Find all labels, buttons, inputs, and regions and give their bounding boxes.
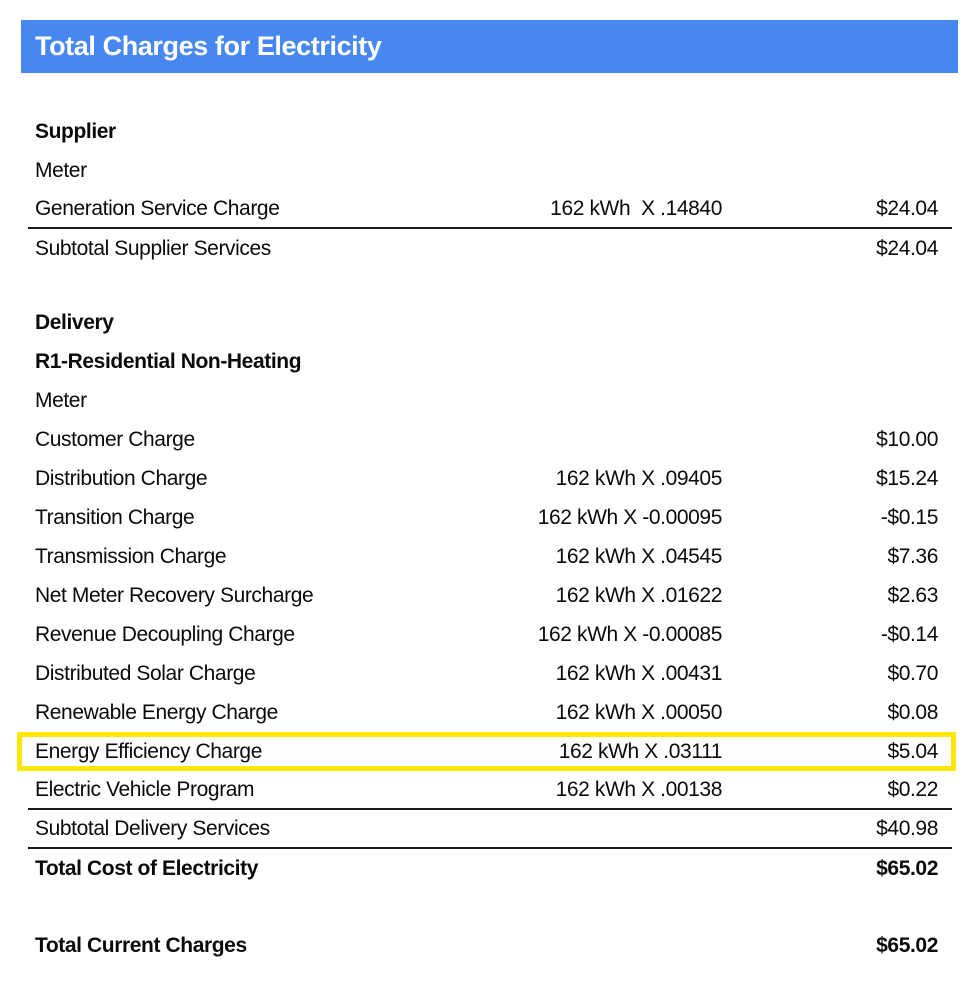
- charge-label: Distributed Solar Charge: [35, 661, 256, 685]
- subtotal-label: Subtotal Delivery Services: [35, 816, 270, 840]
- section-header-bar: Total Charges for Electricity: [21, 20, 958, 73]
- charge-label: Revenue Decoupling Charge: [35, 622, 295, 646]
- totals-spacer: [28, 888, 952, 926]
- charge-label: Customer Charge: [35, 427, 195, 451]
- charge-calculation: 162 kWh X .00050: [555, 700, 723, 724]
- charge-label: Transmission Charge: [35, 544, 227, 568]
- charge-amount: $5.04: [887, 739, 938, 763]
- section-title: Delivery: [35, 310, 114, 334]
- charge-amount: $0.08: [887, 700, 938, 724]
- charge-calculation: 162 kWh X -0.00095: [537, 505, 723, 529]
- meter-label: Meter: [35, 158, 87, 182]
- charge-label: Electric Vehicle Program: [35, 777, 255, 801]
- section-title: Supplier: [35, 119, 116, 143]
- charge-amount: $15.24: [876, 466, 938, 490]
- supplier-subtotal-row: Subtotal Supplier Services $24.04: [28, 229, 952, 268]
- charge-calculation: 162 kWh X .14840: [550, 196, 722, 220]
- charge-amount: $0.70: [887, 661, 938, 685]
- table-row-transmission-charge: Transmission Charge 162 kWh X .04545 $7.…: [28, 537, 952, 576]
- subtotal-amount: $40.98: [876, 816, 938, 840]
- table-row-customer-charge: Customer Charge $10.00: [28, 420, 952, 459]
- charge-calculation: 162 kWh X .00138: [555, 777, 723, 801]
- charge-label: Energy Efficiency Charge: [35, 739, 262, 763]
- total-amount: $65.02: [876, 933, 938, 957]
- charge-amount: $10.00: [876, 427, 938, 451]
- charge-label: Net Meter Recovery Surcharge: [35, 583, 314, 607]
- table-row-distribution-charge: Distribution Charge 162 kWh X .09405 $15…: [28, 459, 952, 498]
- total-label: Total Cost of Electricity: [35, 856, 258, 880]
- total-cost-of-electricity-row: Total Cost of Electricity $65.02: [28, 849, 952, 888]
- delivery-subtotal-row: Subtotal Delivery Services $40.98: [28, 810, 952, 849]
- delivery-meter-row: Meter: [28, 381, 952, 420]
- charge-amount: -$0.15: [880, 505, 939, 529]
- subtotal-label: Subtotal Supplier Services: [35, 236, 271, 260]
- charge-label: Renewable Energy Charge: [35, 700, 278, 724]
- total-label: Total Current Charges: [35, 933, 247, 957]
- delivery-rate-class-row: R1-Residential Non-Heating: [28, 342, 952, 381]
- charge-label: Distribution Charge: [35, 466, 208, 490]
- charge-calculation: 162 kWh X -0.00085: [537, 622, 723, 646]
- meter-label: Meter: [35, 388, 87, 412]
- subtotal-amount: $24.04: [876, 236, 938, 260]
- table-row-net-meter-recovery-surcharge: Net Meter Recovery Surcharge 162 kWh X .…: [28, 576, 952, 615]
- charge-amount: -$0.14: [880, 622, 939, 646]
- charge-amount: $7.36: [887, 544, 938, 568]
- charge-amount: $2.63: [887, 583, 938, 607]
- supplier-section-title-row: Supplier: [28, 112, 952, 151]
- charge-calculation: 162 kWh X .03111: [558, 739, 723, 763]
- rate-class-label: R1-Residential Non-Heating: [35, 349, 302, 373]
- charge-calculation: 162 kWh X .09405: [555, 466, 723, 490]
- charge-label: Transition Charge: [35, 505, 195, 529]
- page-title: Total Charges for Electricity: [35, 31, 382, 61]
- supplier-meter-row: Meter: [28, 151, 952, 190]
- charge-label: Generation Service Charge: [35, 196, 280, 220]
- table-row-generation-service-charge: Generation Service Charge 162 kWh X .148…: [28, 190, 952, 229]
- table-row-transition-charge: Transition Charge 162 kWh X -0.00095 -$0…: [28, 498, 952, 537]
- delivery-section-title-row: Delivery: [28, 303, 952, 342]
- table-row-energy-efficiency-charge-highlighted: Energy Efficiency Charge 162 kWh X .0311…: [17, 732, 956, 771]
- charge-amount: $0.22: [887, 777, 938, 801]
- charges-table: Supplier Meter Generation Service Charge…: [17, 112, 956, 965]
- charge-calculation: 162 kWh X .01622: [555, 583, 723, 607]
- charge-amount: $24.04: [876, 196, 938, 220]
- table-row-revenue-decoupling-charge: Revenue Decoupling Charge 162 kWh X -0.0…: [28, 615, 952, 654]
- charge-calculation: 162 kWh X .00431: [555, 661, 723, 685]
- total-amount: $65.02: [876, 856, 938, 880]
- section-spacer: [28, 268, 952, 303]
- table-row-distributed-solar-charge: Distributed Solar Charge 162 kWh X .0043…: [28, 654, 952, 693]
- table-row-electric-vehicle-program: Electric Vehicle Program 162 kWh X .0013…: [28, 771, 952, 810]
- total-current-charges-row: Total Current Charges $65.02: [28, 926, 952, 965]
- charge-calculation: 162 kWh X .04545: [555, 544, 723, 568]
- table-row-renewable-energy-charge: Renewable Energy Charge 162 kWh X .00050…: [28, 693, 952, 732]
